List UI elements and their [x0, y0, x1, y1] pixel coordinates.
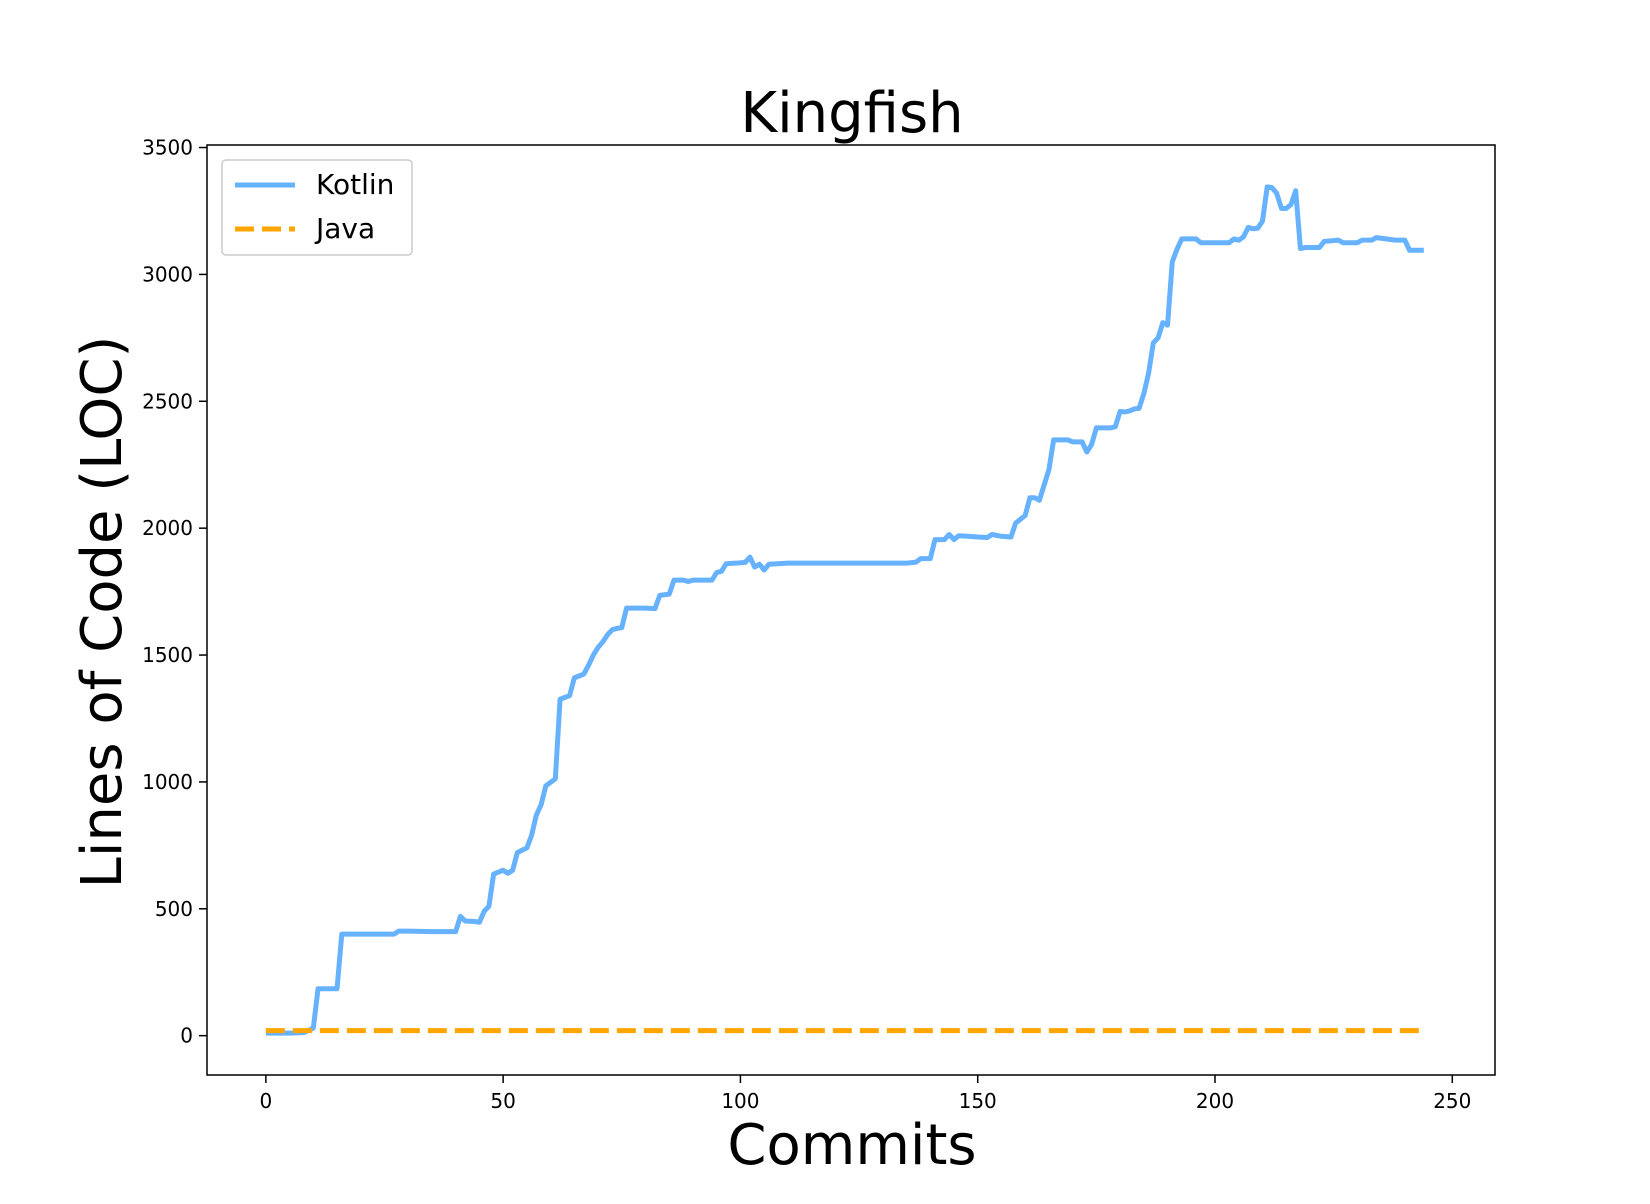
chart-title: Kingfish — [740, 81, 963, 146]
x-tick-label: 200 — [1196, 1089, 1234, 1113]
y-tick-label: 500 — [155, 897, 193, 921]
y-axis-label: Lines of Code (LOC) — [70, 336, 135, 889]
x-tick-label: 250 — [1433, 1089, 1471, 1113]
y-tick-label: 1500 — [142, 643, 193, 667]
x-tick-label: 0 — [259, 1089, 272, 1113]
legend-label-kotlin: Kotlin — [316, 168, 394, 201]
legend: Kotlin Java — [221, 159, 413, 256]
x-tick-label: 50 — [490, 1089, 515, 1113]
y-tick-label: 3500 — [142, 136, 193, 160]
axes-frame — [206, 144, 1496, 1076]
y-tick-label: 1000 — [142, 770, 193, 794]
axes: 0 50 100 150 200 2500500100015002000250030003… — [142, 136, 1496, 1113]
x-axis-label: Commits — [727, 1113, 976, 1178]
y-tick-label: 3000 — [142, 262, 193, 286]
y-tick-label: 2000 — [142, 516, 193, 540]
y-tick-label: 0 — [180, 1024, 193, 1048]
x-tick-label: 100 — [721, 1089, 759, 1113]
x-tick-label: 150 — [959, 1089, 997, 1113]
series-line-kotlin — [265, 184, 1424, 1036]
legend-label-java: Java — [314, 212, 375, 245]
y-tick-label: 2500 — [142, 389, 193, 413]
plot-area — [265, 184, 1424, 1036]
